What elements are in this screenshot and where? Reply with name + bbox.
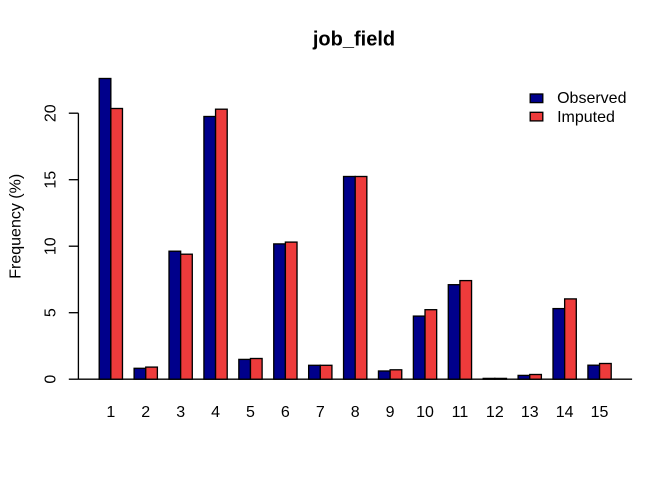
svg-text:job_field: job_field: [312, 28, 395, 50]
svg-text:9: 9: [386, 404, 395, 421]
svg-text:7: 7: [316, 404, 325, 421]
svg-text:1: 1: [106, 404, 115, 421]
svg-text:8: 8: [351, 404, 360, 421]
svg-text:15: 15: [591, 404, 609, 421]
svg-text:15: 15: [43, 171, 60, 189]
svg-text:11: 11: [452, 404, 469, 421]
svg-text:20: 20: [43, 104, 60, 122]
svg-text:2: 2: [141, 404, 150, 421]
svg-text:0: 0: [43, 375, 60, 384]
svg-text:Observed: Observed: [557, 90, 626, 107]
svg-text:13: 13: [521, 404, 539, 421]
svg-text:6: 6: [281, 404, 290, 421]
svg-text:5: 5: [43, 308, 60, 317]
svg-text:4: 4: [211, 404, 220, 421]
svg-text:Imputed: Imputed: [557, 109, 615, 126]
svg-text:10: 10: [416, 404, 434, 421]
svg-text:10: 10: [43, 237, 60, 255]
svg-text:5: 5: [246, 404, 255, 421]
svg-text:14: 14: [556, 404, 574, 421]
svg-text:3: 3: [176, 404, 185, 421]
svg-text:Frequency (%): Frequency (%): [7, 174, 24, 279]
svg-text:12: 12: [486, 404, 504, 421]
